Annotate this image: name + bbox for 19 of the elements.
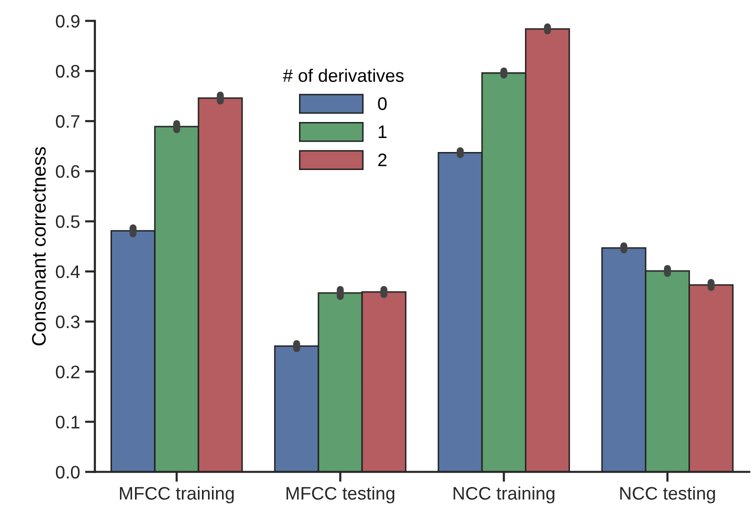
y-tick-label: 0.9 bbox=[56, 14, 80, 28]
legend-label: 1 bbox=[378, 126, 386, 138]
legend-title: # of derivatives bbox=[282, 68, 404, 82]
legend-label: 2 bbox=[378, 154, 386, 166]
y-tick-label: 0.8 bbox=[56, 64, 80, 78]
y-tick-label: 0.5 bbox=[56, 215, 80, 228]
y-tick-label: 0.3 bbox=[56, 315, 80, 328]
x-tick-label: MFCC testing bbox=[286, 486, 394, 504]
x-tick-label: NCC testing bbox=[620, 486, 715, 504]
x-tick-label: MFCC training bbox=[120, 486, 234, 504]
y-axis-title: Consonant correctness bbox=[32, 147, 46, 346]
x-tick-label: NCC training bbox=[454, 486, 554, 504]
y-tick-label: 0.4 bbox=[56, 265, 80, 278]
y-tick-label: 0.7 bbox=[56, 115, 80, 128]
y-tick-label: 0.0 bbox=[56, 466, 80, 479]
legend-label: 0 bbox=[378, 97, 387, 110]
y-tick-label: 0.6 bbox=[56, 165, 80, 178]
y-tick-label: 0.1 bbox=[56, 416, 80, 428]
y-tick-label: 0.2 bbox=[56, 366, 80, 378]
